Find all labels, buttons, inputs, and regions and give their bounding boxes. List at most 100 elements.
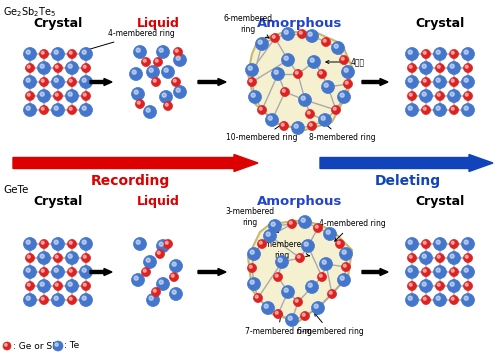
Circle shape [144,59,146,62]
Circle shape [294,124,298,128]
Circle shape [40,105,48,114]
Circle shape [272,35,275,38]
Circle shape [292,122,304,135]
Circle shape [410,93,412,96]
Circle shape [54,240,58,244]
Circle shape [422,64,426,68]
Text: : Ge or Sb,: : Ge or Sb, [13,342,60,351]
Circle shape [174,85,186,99]
Circle shape [344,68,348,72]
Circle shape [28,255,30,258]
Circle shape [56,255,58,258]
Circle shape [82,253,90,262]
Circle shape [250,79,252,82]
Circle shape [274,310,282,319]
Circle shape [40,64,44,68]
Circle shape [318,69,326,78]
Circle shape [56,93,58,96]
Circle shape [24,238,36,251]
Circle shape [54,50,58,54]
Circle shape [84,255,86,258]
FancyArrow shape [90,78,112,85]
Circle shape [286,314,298,327]
Circle shape [54,106,58,110]
Circle shape [172,262,176,266]
Circle shape [154,79,156,82]
Circle shape [42,297,44,300]
Circle shape [308,32,312,36]
Circle shape [159,280,164,284]
Circle shape [308,55,320,68]
Circle shape [436,253,444,262]
Circle shape [38,62,51,75]
Circle shape [26,50,30,54]
Circle shape [256,295,258,298]
Circle shape [132,274,144,287]
Circle shape [434,48,446,60]
Circle shape [156,59,158,62]
Circle shape [156,278,170,291]
Circle shape [464,78,468,82]
Circle shape [466,65,468,68]
Circle shape [142,267,150,276]
Circle shape [422,267,430,276]
Circle shape [28,283,30,286]
Circle shape [152,77,160,86]
Circle shape [3,342,11,350]
Circle shape [146,108,150,112]
Circle shape [254,293,262,302]
Circle shape [302,239,314,252]
Text: Crystal: Crystal [34,195,82,208]
Circle shape [408,91,416,100]
Circle shape [264,304,268,308]
Circle shape [316,225,318,228]
Text: 4员环: 4员环 [326,58,365,67]
Circle shape [450,64,454,68]
Circle shape [136,240,140,244]
Circle shape [424,51,426,54]
Circle shape [406,48,418,60]
Circle shape [68,282,72,286]
FancyArrow shape [13,154,258,171]
Circle shape [54,78,58,82]
Circle shape [424,107,426,110]
Circle shape [156,249,164,258]
Circle shape [80,293,92,306]
Circle shape [334,44,338,48]
Circle shape [28,65,30,68]
Circle shape [266,113,278,126]
Circle shape [80,238,92,251]
Circle shape [298,216,312,229]
Circle shape [464,268,468,272]
Circle shape [450,282,454,286]
Text: Recording: Recording [90,174,170,188]
Circle shape [54,282,62,291]
FancyArrow shape [362,269,388,275]
Circle shape [162,66,174,78]
Circle shape [298,255,300,258]
Circle shape [56,283,58,286]
Circle shape [422,239,430,248]
Circle shape [26,63,35,72]
Circle shape [80,48,92,60]
Circle shape [82,63,90,72]
Text: 10-membered ring: 10-membered ring [226,122,298,143]
Circle shape [26,253,35,262]
Circle shape [324,39,326,42]
Circle shape [258,40,262,44]
Circle shape [276,274,278,277]
Circle shape [406,266,418,279]
Circle shape [68,77,76,86]
Circle shape [84,283,86,286]
Circle shape [310,123,312,126]
Circle shape [66,62,78,75]
Circle shape [452,269,454,272]
Circle shape [436,106,440,110]
Circle shape [420,62,432,75]
Circle shape [294,69,302,78]
Circle shape [328,289,336,298]
Circle shape [321,116,326,120]
Circle shape [132,87,144,100]
Circle shape [342,66,354,78]
Circle shape [336,239,344,248]
